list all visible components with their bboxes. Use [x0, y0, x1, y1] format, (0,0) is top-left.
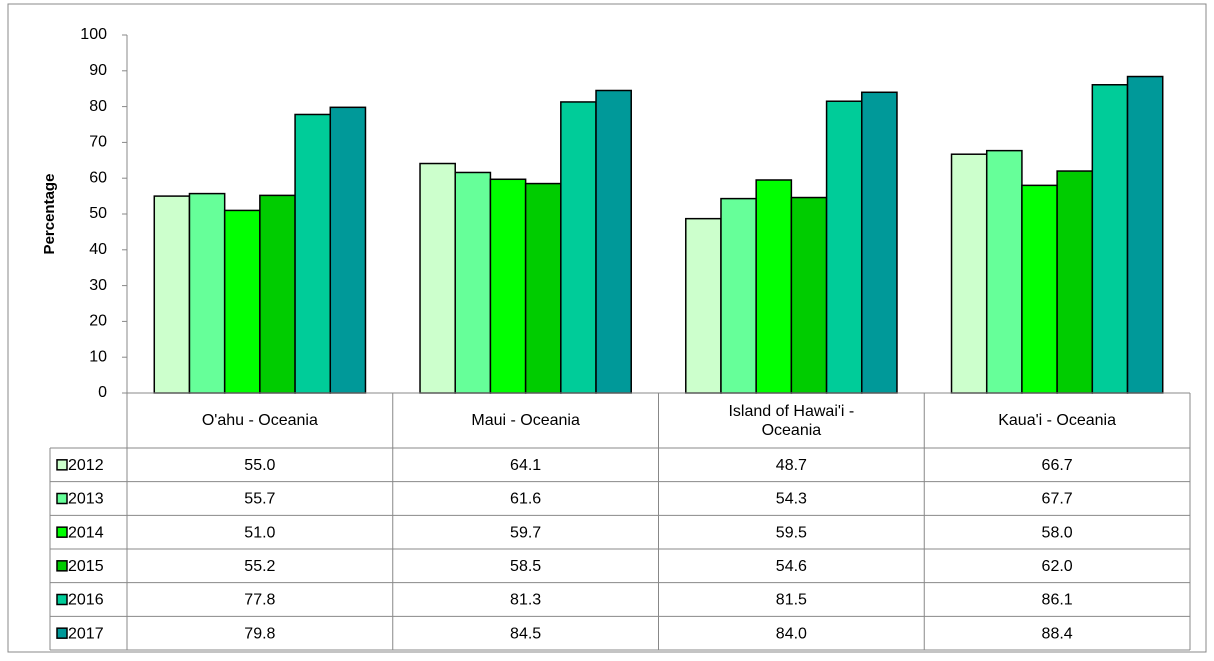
- y-tick-label: 90: [89, 62, 107, 79]
- bar: [861, 91, 898, 394]
- x-tick-label: Maui - Oceania: [471, 412, 580, 429]
- legend-swatch: [56, 459, 68, 471]
- y-tick-label: 80: [89, 98, 107, 115]
- table-value: 84.0: [776, 625, 807, 642]
- bar: [489, 178, 527, 394]
- x-tick-label: Island of Hawai'i - Oceania: [728, 402, 855, 439]
- bar: [454, 171, 492, 394]
- table-value: 55.2: [244, 558, 275, 575]
- category-cell: O'ahu - Oceania: [201, 412, 318, 429]
- table-value: 54.6: [776, 558, 807, 575]
- table-value: 81.3: [510, 592, 541, 609]
- y-tick-label: 20: [89, 313, 107, 330]
- bar: [259, 194, 296, 394]
- bar: [223, 209, 261, 394]
- table-value: 51.0: [244, 524, 275, 541]
- table-value: 48.7: [776, 457, 807, 474]
- bar: [560, 101, 597, 394]
- legend-swatch: [56, 593, 68, 606]
- y-tick-label: 70: [89, 134, 107, 151]
- bar: [950, 153, 988, 394]
- table-value: 58.0: [1042, 524, 1073, 541]
- y-tick-label: 60: [89, 169, 107, 186]
- x-tick-label: Kaua'i - Oceania: [998, 412, 1117, 429]
- y-axis-title: Percentage: [41, 174, 58, 255]
- table-value: 62.0: [1042, 558, 1073, 575]
- legend-swatch: [56, 560, 68, 572]
- bar: [790, 196, 828, 394]
- table-value: 86.1: [1042, 592, 1073, 609]
- bar: [595, 89, 632, 394]
- bar: [720, 197, 757, 394]
- bar: [1021, 184, 1058, 394]
- table-value: 66.7: [1042, 457, 1073, 474]
- table-value: 59.5: [776, 524, 807, 541]
- legend-swatch: [56, 492, 68, 505]
- bar: [685, 217, 722, 394]
- y-tick-label: 30: [89, 277, 107, 294]
- category-cell: Island of Hawai'i - Oceania: [728, 402, 855, 439]
- bar: [825, 100, 863, 394]
- bar: [188, 192, 226, 394]
- bar: [419, 162, 456, 394]
- table-value: 58.5: [510, 558, 541, 575]
- bar: [153, 195, 191, 394]
- table-value: 79.8: [244, 625, 275, 642]
- table-value: 67.7: [1042, 491, 1073, 508]
- y-tick-label: 100: [80, 26, 107, 43]
- table-value: 64.1: [510, 457, 541, 474]
- table-value: 61.6: [510, 491, 541, 508]
- table-value: 84.5: [510, 625, 541, 642]
- bar: [1056, 170, 1094, 394]
- table-value: 81.5: [776, 592, 807, 609]
- y-tick-label: 10: [89, 348, 107, 365]
- bar: [1091, 84, 1129, 394]
- table-value: 59.7: [510, 524, 541, 541]
- category-cell: Maui - Oceania: [471, 412, 580, 429]
- y-tick-label: 50: [89, 205, 107, 222]
- bar: [294, 113, 332, 394]
- legend-label: 2015: [68, 558, 104, 575]
- legend-label: 2016: [68, 592, 104, 609]
- bar: [1126, 75, 1164, 394]
- x-tick-label: O'ahu - Oceania: [201, 412, 318, 429]
- category-cell: Kaua'i - Oceania: [998, 412, 1117, 429]
- legend-swatch: [56, 526, 68, 538]
- bar: [755, 179, 793, 394]
- table-value: 55.7: [244, 491, 275, 508]
- legend-label: 2012: [68, 457, 104, 474]
- legend-label: 2013: [68, 491, 104, 508]
- legend-label: 2017: [68, 625, 104, 642]
- bar: [985, 149, 1023, 394]
- table-value: 77.8: [244, 592, 275, 609]
- bar: [524, 182, 562, 394]
- y-tick-label: 40: [89, 241, 107, 258]
- table-value: 88.4: [1042, 625, 1073, 642]
- table-value: 55.0: [244, 457, 275, 474]
- legend-swatch: [56, 627, 68, 639]
- bar: [329, 106, 367, 394]
- table-value: 54.3: [776, 491, 807, 508]
- legend-label: 2014: [68, 524, 104, 541]
- y-tick-label: 0: [98, 384, 107, 401]
